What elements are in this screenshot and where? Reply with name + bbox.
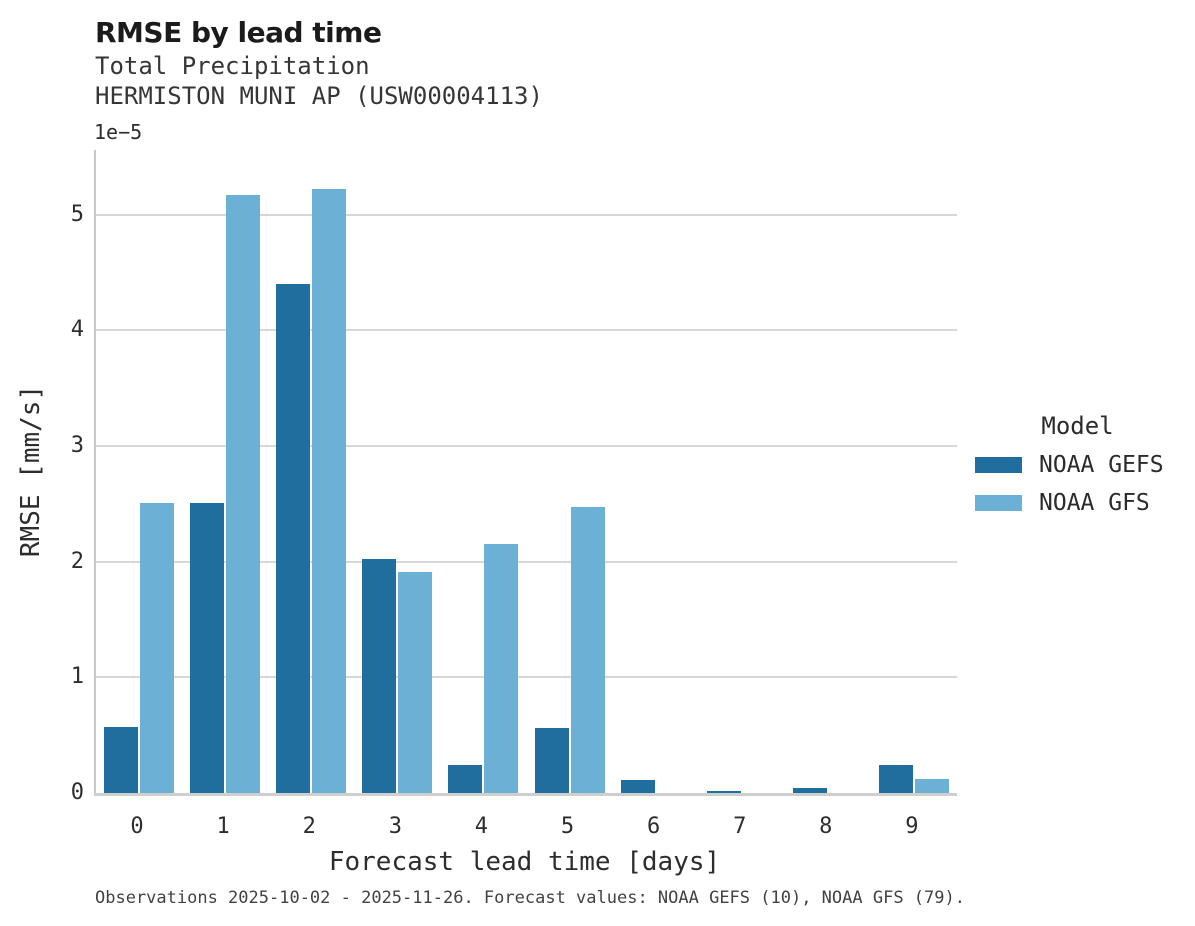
x-tick-label-2: 2 (302, 814, 316, 839)
bar-group-lead-2 (268, 150, 354, 793)
legend-swatch-icon (975, 495, 1022, 511)
x-tick-label-9: 9 (905, 814, 919, 839)
legend-entry-noaa-gfs: NOAA GFS (975, 490, 1180, 516)
x-tick-label-3: 3 (388, 814, 402, 839)
bar-group-lead-7 (699, 150, 785, 793)
bar-group-lead-1 (182, 150, 268, 793)
bar-group-lead-5 (526, 150, 612, 793)
gridline-y-3 (96, 445, 957, 448)
legend-label: NOAA GEFS (1039, 452, 1164, 478)
bar-noaa-gfs-lead-4 (484, 544, 519, 793)
y-tick-label-2: 2 (70, 548, 84, 574)
gridline-y-5 (96, 213, 957, 216)
gridline-y-1 (96, 676, 957, 679)
y-tick-label-5: 5 (70, 201, 84, 227)
chart-title: RMSE by lead time (95, 16, 382, 49)
bar-noaa-gefs-lead-6 (620, 780, 655, 793)
bar-noaa-gefs-lead-0 (104, 727, 139, 793)
x-tick-labels: 0 1 2 3 4 5 6 7 8 9 (94, 814, 955, 839)
bar-noaa-gefs-lead-1 (190, 503, 225, 793)
x-axis-title: Forecast lead time [days] (328, 847, 721, 877)
legend-entries: NOAA GEFS NOAA GFS (975, 452, 1180, 516)
legend-label: NOAA GFS (1039, 490, 1150, 516)
bar-noaa-gefs-lead-2 (276, 284, 311, 793)
figure-caption: Observations 2025-10-02 - 2025-11-26. Fo… (95, 888, 965, 908)
y-axis-title: RMSE [mm/s] (16, 384, 46, 558)
legend-swatch-icon (975, 457, 1022, 473)
bar-group-lead-3 (354, 150, 440, 793)
gridline-y-4 (96, 329, 957, 332)
bar-group-lead-0 (96, 150, 182, 793)
bar-group-lead-4 (440, 150, 526, 793)
y-tick-label-4: 4 (70, 317, 84, 343)
x-tick-label-7: 7 (733, 814, 747, 839)
bar-group-lead-8 (785, 150, 871, 793)
bar-group-lead-6 (613, 150, 699, 793)
legend-entry-noaa-gefs: NOAA GEFS (975, 452, 1180, 478)
bar-noaa-gfs-lead-2 (312, 189, 347, 793)
bar-noaa-gfs-lead-1 (226, 195, 261, 793)
x-tick-label-6: 6 (646, 814, 661, 839)
x-tick-label-8: 8 (819, 814, 833, 839)
bar-noaa-gefs-lead-8 (792, 788, 827, 793)
plot-area (94, 150, 957, 796)
x-tick-label-4: 4 (474, 814, 489, 839)
y-tick-label-1: 1 (70, 664, 84, 690)
bar-noaa-gefs-lead-7 (706, 791, 741, 793)
x-tick-label-1: 1 (216, 814, 230, 839)
gridline-y-2 (96, 560, 957, 563)
bar-noaa-gfs-lead-5 (570, 507, 605, 793)
bar-noaa-gfs-lead-9 (914, 779, 949, 793)
y-tick-label-3: 3 (70, 433, 84, 459)
bar-noaa-gefs-lead-4 (448, 765, 483, 793)
chart-subtitle-station: HERMISTON MUNI AP (USW00004113) (95, 82, 543, 110)
legend-title: Model (1041, 412, 1114, 440)
bar-noaa-gfs-lead-0 (140, 503, 175, 793)
chart-subtitle-variable: Total Precipitation (95, 52, 370, 80)
bar-noaa-gefs-lead-3 (362, 559, 397, 793)
y-tick-labels: 0 1 2 3 4 5 (44, 150, 84, 805)
bar-group-lead-9 (871, 150, 957, 793)
x-tick-label-5: 5 (560, 814, 575, 839)
x-tick-label-0: 0 (130, 814, 144, 839)
bar-noaa-gfs-lead-3 (398, 572, 433, 793)
bar-groups (96, 150, 957, 793)
bar-noaa-gefs-lead-9 (878, 765, 913, 793)
y-tick-label-0: 0 (70, 780, 84, 805)
y-axis-scale-offset-label: 1e−5 (94, 120, 143, 144)
bar-noaa-gefs-lead-5 (534, 728, 569, 793)
legend: Model NOAA GEFS NOAA GFS (975, 412, 1180, 516)
